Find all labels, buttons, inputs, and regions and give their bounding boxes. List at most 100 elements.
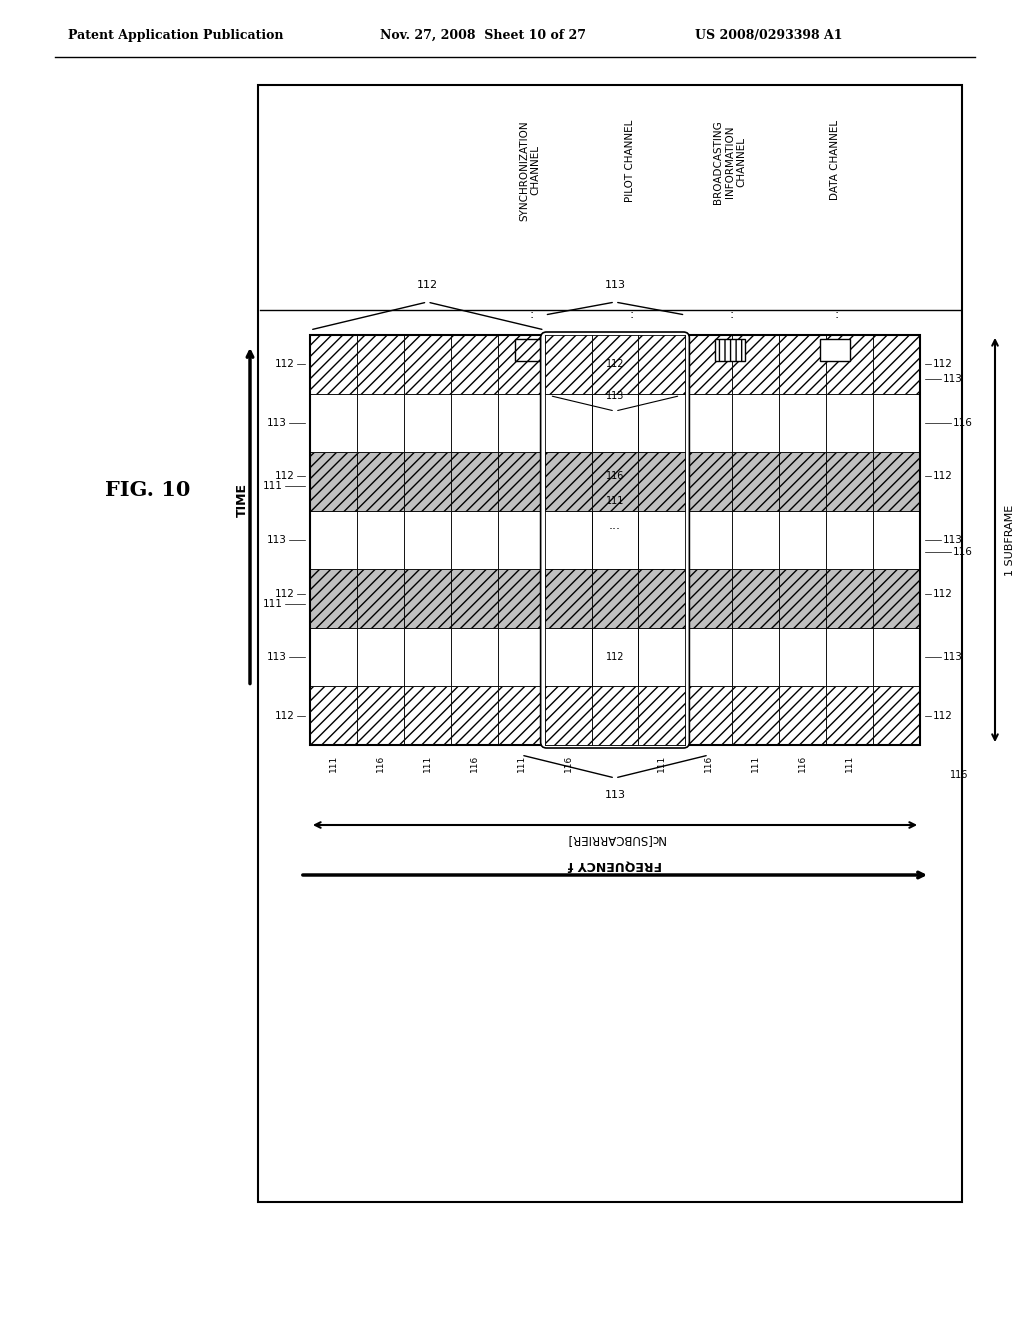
Text: FIG. 10: FIG. 10 bbox=[105, 480, 190, 500]
Bar bbox=[451, 393, 498, 453]
Text: 113: 113 bbox=[604, 280, 626, 290]
Bar bbox=[826, 393, 873, 453]
Bar bbox=[732, 393, 779, 453]
Text: SYNCHRONIZATION
CHANNEL: SYNCHRONIZATION CHANNEL bbox=[519, 120, 541, 220]
Text: FREQUENCY f: FREQUENCY f bbox=[568, 859, 663, 873]
Text: 111: 111 bbox=[329, 755, 338, 772]
Text: 113: 113 bbox=[943, 375, 963, 384]
Bar bbox=[638, 686, 685, 744]
Bar bbox=[820, 339, 850, 360]
Bar bbox=[515, 339, 545, 360]
Bar bbox=[873, 335, 920, 393]
Text: 116: 116 bbox=[798, 755, 807, 772]
Bar bbox=[357, 628, 403, 686]
Text: 113: 113 bbox=[267, 535, 287, 545]
Bar bbox=[310, 511, 357, 569]
Bar bbox=[498, 686, 545, 744]
Text: 113: 113 bbox=[606, 391, 625, 401]
Bar bbox=[403, 335, 451, 393]
Bar bbox=[310, 393, 357, 453]
Bar bbox=[451, 511, 498, 569]
Bar bbox=[826, 335, 873, 393]
Bar bbox=[403, 628, 451, 686]
Bar bbox=[545, 453, 592, 511]
Bar bbox=[545, 453, 592, 511]
Bar bbox=[732, 335, 779, 393]
Text: Patent Application Publication: Patent Application Publication bbox=[68, 29, 284, 41]
Text: 116: 116 bbox=[563, 755, 572, 772]
Bar bbox=[779, 335, 826, 393]
Text: 116: 116 bbox=[953, 418, 973, 428]
Bar bbox=[545, 335, 592, 393]
Bar bbox=[779, 686, 826, 744]
Bar bbox=[310, 335, 920, 744]
Text: :: : bbox=[626, 309, 634, 322]
Text: :: : bbox=[526, 309, 535, 322]
Bar bbox=[498, 511, 545, 569]
Bar bbox=[826, 686, 873, 744]
Bar bbox=[498, 453, 545, 511]
Bar bbox=[685, 393, 732, 453]
Bar bbox=[615, 339, 645, 360]
Bar bbox=[779, 393, 826, 453]
Bar bbox=[685, 453, 732, 511]
Text: 116: 116 bbox=[376, 755, 385, 772]
Text: 116: 116 bbox=[470, 755, 479, 772]
Bar bbox=[545, 628, 592, 686]
Bar bbox=[826, 569, 873, 628]
Bar bbox=[873, 628, 920, 686]
Text: 111: 111 bbox=[845, 755, 854, 772]
Text: US 2008/0293398 A1: US 2008/0293398 A1 bbox=[695, 29, 843, 41]
Bar bbox=[545, 393, 592, 453]
Bar bbox=[357, 393, 403, 453]
Bar bbox=[258, 84, 962, 1203]
Bar bbox=[638, 686, 685, 744]
FancyBboxPatch shape bbox=[541, 333, 689, 748]
Text: 112: 112 bbox=[275, 710, 295, 721]
Bar bbox=[451, 628, 498, 686]
Bar bbox=[638, 569, 685, 628]
Bar bbox=[638, 335, 685, 393]
Text: 112: 112 bbox=[606, 652, 625, 663]
Text: BROADCASTING
INFORMATION
CHANNEL: BROADCASTING INFORMATION CHANNEL bbox=[714, 120, 746, 203]
Bar bbox=[638, 393, 685, 453]
Text: 112: 112 bbox=[933, 471, 953, 482]
Bar bbox=[873, 569, 920, 628]
Text: 113: 113 bbox=[604, 789, 626, 800]
Bar bbox=[592, 393, 638, 453]
Bar bbox=[451, 569, 498, 628]
Bar bbox=[403, 393, 451, 453]
Bar bbox=[592, 686, 638, 744]
Bar bbox=[685, 511, 732, 569]
Bar bbox=[732, 511, 779, 569]
Bar bbox=[545, 569, 592, 628]
Bar bbox=[310, 453, 357, 511]
Text: 116: 116 bbox=[705, 755, 714, 772]
Bar bbox=[638, 335, 685, 393]
Text: 113: 113 bbox=[267, 418, 287, 428]
Text: 112: 112 bbox=[275, 589, 295, 598]
Bar bbox=[498, 628, 545, 686]
Bar bbox=[685, 335, 732, 393]
Bar bbox=[310, 335, 357, 393]
Text: 111: 111 bbox=[606, 496, 625, 506]
Bar bbox=[873, 453, 920, 511]
Bar bbox=[685, 569, 732, 628]
Bar bbox=[592, 686, 638, 744]
Bar bbox=[357, 453, 403, 511]
Bar bbox=[498, 569, 545, 628]
Bar bbox=[545, 569, 592, 628]
Bar bbox=[545, 511, 592, 569]
Text: 113: 113 bbox=[943, 652, 963, 663]
Bar bbox=[685, 686, 732, 744]
Bar bbox=[826, 453, 873, 511]
Bar bbox=[592, 569, 638, 628]
Bar bbox=[826, 628, 873, 686]
Bar bbox=[310, 569, 357, 628]
Bar bbox=[310, 628, 357, 686]
Bar bbox=[826, 511, 873, 569]
Bar bbox=[545, 686, 592, 744]
Bar bbox=[779, 453, 826, 511]
Text: 112: 112 bbox=[417, 280, 438, 290]
Bar bbox=[451, 686, 498, 744]
